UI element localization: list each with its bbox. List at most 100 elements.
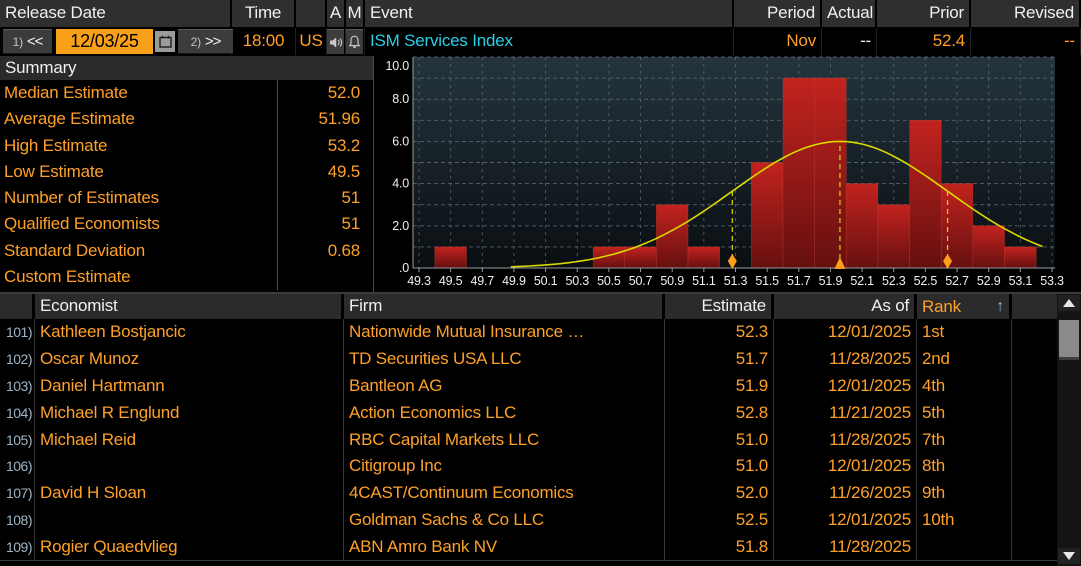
summary-row-label: Custom Estimate bbox=[4, 266, 131, 286]
next-date-button[interactable]: 2) >> bbox=[178, 29, 233, 54]
x-tick-label: 50.5 bbox=[597, 274, 621, 288]
table-scrollbar[interactable] bbox=[1057, 294, 1081, 566]
event-name-link[interactable]: ISM Services Index bbox=[365, 28, 734, 55]
message-alert-button[interactable] bbox=[346, 29, 363, 54]
summary-rows: Median Estimate 52.0 Average Estimate 51.96… bbox=[0, 80, 373, 290]
prev-date-key: 1) bbox=[12, 34, 23, 49]
x-tick-label: 51.9 bbox=[819, 274, 843, 288]
histogram-bar bbox=[1004, 246, 1037, 269]
summary-row-label: Average Estimate bbox=[4, 109, 135, 129]
normal-curve bbox=[510, 140, 1043, 268]
estimate-cell: 52.8 bbox=[665, 399, 774, 427]
x-tick-label: 51.5 bbox=[755, 274, 779, 288]
table-row[interactable]: 107) David H Sloan 4CAST/Continuum Economi… bbox=[0, 479, 1057, 507]
summary-row: Custom Estimate bbox=[0, 264, 373, 290]
asof-cell: 11/28/2025 bbox=[774, 533, 917, 561]
rank-column-header[interactable]: Rank ↑ bbox=[917, 294, 1012, 319]
estimate-cell: 51.9 bbox=[665, 372, 774, 400]
economist-cell: Daniel Hartmann bbox=[35, 372, 344, 400]
stddev-marker-diamond bbox=[943, 254, 953, 269]
asof-column-header[interactable]: As of bbox=[774, 294, 917, 319]
scroll-up-icon bbox=[1063, 299, 1075, 307]
table-row[interactable]: 103) Daniel Hartmann Bantleon AG 51.9 12/01/… bbox=[0, 372, 1057, 400]
x-tick-label: 49.7 bbox=[471, 274, 495, 288]
scroll-up-button[interactable] bbox=[1058, 295, 1080, 311]
firm-cell: Bantleon AG bbox=[344, 372, 665, 400]
summary-row-value: 51 bbox=[341, 214, 360, 234]
calendar-button[interactable] bbox=[155, 31, 175, 52]
estimate-cell: 51.7 bbox=[665, 345, 774, 373]
scroll-down-icon bbox=[1063, 552, 1075, 560]
audio-alert-header: A bbox=[327, 0, 346, 27]
spacer-cell bbox=[1012, 480, 1057, 507]
table-row[interactable]: 108) Goldman Sachs & Co LLC 52.5 12/01/2025… bbox=[0, 506, 1057, 534]
economist-cell: Rogier Quaedvlieg bbox=[35, 533, 344, 561]
table-row[interactable]: 104) Michael R Englund Action Economics LL… bbox=[0, 399, 1057, 427]
summary-row: High Estimate 53.2 bbox=[0, 133, 373, 159]
economist-column-header[interactable]: Economist bbox=[35, 294, 344, 319]
histogram-bar bbox=[877, 204, 910, 269]
summary-row: Standard Deviation 0.68 bbox=[0, 238, 373, 264]
asof-cell: 12/01/2025 bbox=[774, 506, 917, 534]
release-date-input[interactable]: 12/03/25 bbox=[56, 29, 153, 54]
estimate-cell: 52.0 bbox=[665, 479, 774, 507]
spacer-cell bbox=[1012, 506, 1057, 533]
x-tick-label: 51.7 bbox=[787, 274, 811, 288]
actual-value: -- bbox=[822, 28, 877, 55]
estimate-cell: 52.3 bbox=[665, 319, 774, 346]
table-header-row: Economist Firm Estimate As of Rank ↑ bbox=[0, 294, 1057, 319]
economist-cell: Michael R Englund bbox=[35, 399, 344, 427]
summary-row: Average Estimate 51.96 bbox=[0, 106, 373, 132]
prev-date-arrows: << bbox=[26, 33, 44, 50]
x-tick-label: 52.1 bbox=[850, 274, 874, 288]
spacer-cell bbox=[1012, 319, 1057, 346]
prev-date-button[interactable]: 1) << bbox=[3, 29, 52, 54]
summary-row-value: 51 bbox=[341, 188, 360, 208]
x-tick-label: 51.3 bbox=[724, 274, 748, 288]
y-tick-label: 2.0 bbox=[392, 219, 409, 233]
rank-cell: 5th bbox=[917, 399, 1012, 427]
x-tick-label: 52.3 bbox=[882, 274, 906, 288]
scrollbar-thumb[interactable] bbox=[1059, 320, 1079, 360]
audio-alert-button[interactable] bbox=[327, 29, 344, 54]
table-row[interactable]: 105) Michael Reid RBC Capital Markets LLC 5… bbox=[0, 426, 1057, 453]
summary-row-label: High Estimate bbox=[4, 135, 108, 155]
rank-cell bbox=[917, 533, 1012, 561]
x-tick-label: 52.7 bbox=[945, 274, 969, 288]
summary-row-value: 52.0 bbox=[327, 83, 360, 103]
summary-divider bbox=[277, 80, 278, 290]
x-tick-label: 49.5 bbox=[439, 274, 463, 288]
table-row[interactable]: 106) Citigroup Inc 51.0 12/01/2025 8th bbox=[0, 452, 1057, 480]
top-header-row: Release Date Time A M Event Period Actua… bbox=[0, 0, 1081, 27]
scroll-down-button[interactable] bbox=[1058, 548, 1080, 564]
row-number-cell: 104) bbox=[0, 399, 35, 427]
histogram-bar bbox=[687, 246, 720, 269]
estimate-column-header[interactable]: Estimate bbox=[665, 294, 774, 319]
economist-cell: Michael Reid bbox=[35, 426, 344, 453]
economist-cell: Oscar Munoz bbox=[35, 345, 344, 373]
economist-table: Economist Firm Estimate As of Rank ↑ 101… bbox=[0, 294, 1081, 566]
period-value: Nov bbox=[734, 28, 822, 55]
revised-header: Revised bbox=[971, 0, 1081, 27]
histogram-bar bbox=[814, 77, 847, 269]
stddev-marker-diamond bbox=[727, 254, 737, 269]
firm-cell: Goldman Sachs & Co LLC bbox=[344, 506, 665, 534]
firm-cell: RBC Capital Markets LLC bbox=[344, 426, 665, 453]
country-value: US bbox=[296, 28, 327, 55]
table-row[interactable]: 109) Rogier Quaedvlieg ABN Amro Bank NV 51.… bbox=[0, 533, 1057, 561]
rank-cell: 1st bbox=[917, 319, 1012, 346]
x-tick-label: 53.3 bbox=[1040, 274, 1064, 288]
asof-cell: 11/26/2025 bbox=[774, 479, 917, 507]
row-number-cell: 105) bbox=[0, 426, 35, 453]
firm-column-header[interactable]: Firm bbox=[344, 294, 665, 319]
row-number-cell: 106) bbox=[0, 452, 35, 480]
actual-header: Actual bbox=[822, 0, 877, 27]
firm-cell: Citigroup Inc bbox=[344, 452, 665, 480]
table-row[interactable]: 102) Oscar Munoz TD Securities USA LLC 51.7… bbox=[0, 345, 1057, 373]
histogram-bar bbox=[751, 162, 784, 269]
top-value-row: 1) << 12/03/25 2) >> 18:00 US bbox=[0, 28, 1081, 55]
x-tick-label: 49.9 bbox=[502, 274, 526, 288]
summary-title: Summary bbox=[0, 56, 373, 80]
time-value: 18:00 bbox=[232, 28, 296, 55]
table-row[interactable]: 101) Kathleen Bostjancic Nationwide Mutual… bbox=[0, 319, 1057, 346]
